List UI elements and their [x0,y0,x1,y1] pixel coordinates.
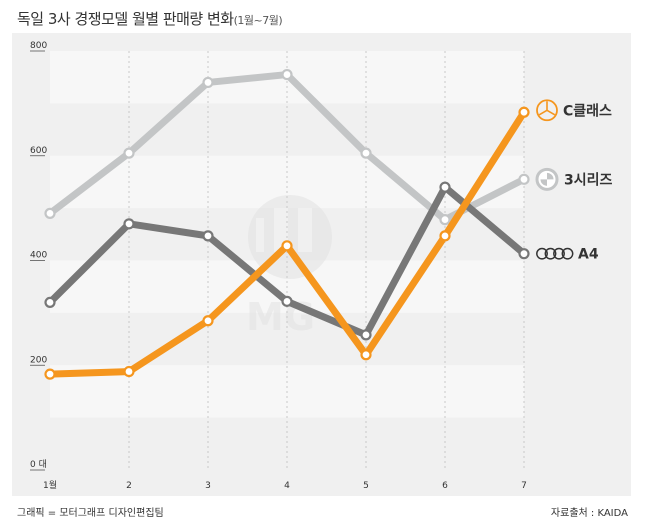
icon-star [538,101,556,116]
y-tick-label: 400 [30,251,47,261]
y-axis: 0 대 200 400 600 800 [30,41,47,471]
icon-ring [536,99,558,122]
x-tick-label: 4 [284,481,290,491]
data-point [518,106,530,118]
svg-text:MG: MG [246,295,315,339]
data-point [44,368,56,380]
data-point [439,181,451,193]
x-tick-label: 7 [521,481,527,491]
footer-credit: 그래픽 = 모터그래프 디자인편집팀 [17,508,164,519]
y-tick-label: 800 [30,41,47,51]
audi-rings-icon [536,247,574,260]
x-tick-label: 2 [126,481,132,491]
x-tick-label: 6 [442,481,448,491]
title-subtitle: (1월~7월) [233,14,283,27]
data-point [439,214,451,226]
title-text: 독일 3사 경쟁모델 월별 판매량 변화 [17,10,234,28]
x-tick-label: 5 [363,481,369,491]
data-point [123,147,135,159]
data-point [518,173,530,185]
bmw-roundel-icon [535,167,559,191]
data-point [281,295,293,307]
x-tick-label: 1월 [43,479,57,491]
legend-label: C클래스 [563,103,612,119]
icon-quadrant [540,179,547,186]
y-tick-label: 0 대 [30,459,47,470]
footer-source: 자료출처 : KAIDA [550,508,628,519]
icon-quadrant [547,172,554,180]
series-lines [44,68,530,380]
legend-label: 3시리즈 [564,172,613,188]
chart-title: 독일 3사 경쟁모델 월별 판매량 변화(1월~7월) [17,8,283,29]
data-point [439,230,451,242]
icon-ring [553,247,565,260]
mercedes-star-icon [536,99,558,122]
y-tick-label: 600 [30,146,47,156]
data-point [202,230,214,242]
x-axis: 1월 2 3 4 5 6 7 [43,479,527,491]
y-tick-label: 200 [30,355,47,365]
data-point [123,365,135,378]
icon-ring [536,247,548,260]
data-point [202,76,214,89]
data-point [202,315,214,327]
data-point [281,240,293,252]
legend-label: A4 [578,247,599,263]
data-point [518,248,530,260]
data-point [360,349,372,361]
data-point [360,147,372,159]
data-point [123,218,135,230]
data-point [44,207,56,219]
data-point [44,296,56,308]
x-tick-label: 3 [205,481,211,491]
series-A4 [44,181,530,341]
series-C클래스 [44,106,530,380]
data-point [281,68,293,81]
legend: 3시리즈 A4 C클래스 [535,99,613,263]
icon-ring [561,247,574,260]
series-3시리즈 [44,68,530,226]
data-point [360,329,372,341]
icon-ring [544,247,557,260]
